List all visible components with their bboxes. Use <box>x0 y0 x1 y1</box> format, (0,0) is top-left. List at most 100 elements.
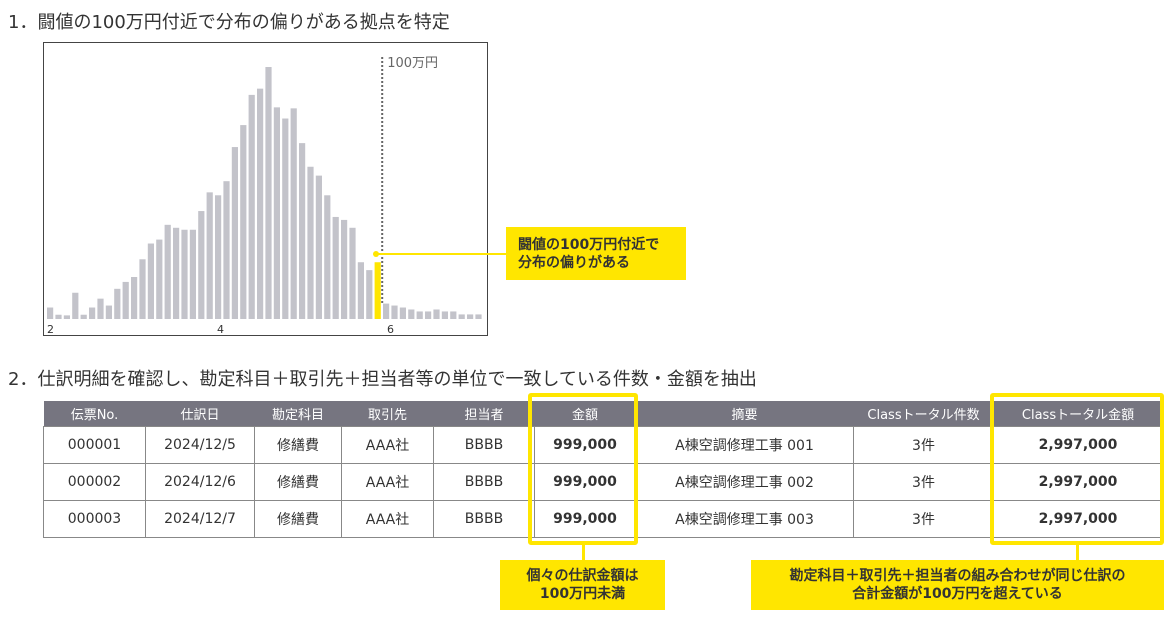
callout-line: 闘値の100万円付近で <box>518 236 660 253</box>
total-callout: 勘定科目＋取引先＋担当者の組み合わせが同じ仕訳の 合計金額が100万円を超えてい… <box>751 560 1164 610</box>
histogram-svg: 100万円 2 4 6 <box>47 56 482 336</box>
histogram-bar <box>131 277 138 319</box>
col-header: Classトータル金額 <box>993 401 1163 427</box>
callout-line: 個々の仕訳金額は <box>526 568 639 584</box>
histogram-bar <box>206 192 213 319</box>
histogram-chart: 100万円 2 4 6 <box>43 42 488 336</box>
amount-callout: 個々の仕訳金額は 100万円未満 <box>500 560 665 610</box>
threshold-label: 100万円 <box>387 56 438 71</box>
col-header: 伝票No. <box>43 401 146 427</box>
histogram-bar <box>215 195 222 319</box>
table-cell: 修繕費 <box>254 426 342 464</box>
amount-connector <box>582 545 585 560</box>
x-tick-label: 6 <box>387 323 394 336</box>
histogram-bar <box>105 305 112 319</box>
table-row: 000001 2024/12/5 修繕費 AAA社 BBBB 999,000 A棟空調修理工… <box>43 426 1163 464</box>
histogram-bar <box>114 288 121 319</box>
col-header: 担当者 <box>433 401 535 427</box>
histogram-bar <box>273 107 280 319</box>
histogram-bar <box>189 229 196 319</box>
table-cell: 修繕費 <box>254 500 342 538</box>
histogram-bar <box>248 94 255 319</box>
histogram-bar <box>290 108 297 319</box>
table-cell: 999,000 <box>534 426 636 464</box>
histogram-bar <box>441 311 448 319</box>
table-cell: BBBB <box>433 426 535 464</box>
histogram-bar <box>282 118 289 319</box>
histogram-bar <box>433 309 440 319</box>
histogram-bar <box>63 315 70 319</box>
table-cell: 2024/12/6 <box>145 463 255 501</box>
histogram-bar <box>458 314 465 319</box>
chart-callout: 闘値の100万円付近で 分布の偏りがある <box>506 227 686 280</box>
histogram-bar <box>265 67 272 319</box>
col-header: 勘定科目 <box>254 401 342 427</box>
table-cell: 2,997,000 <box>993 500 1163 538</box>
table-cell: AAA社 <box>341 500 434 538</box>
histogram-bar <box>223 181 230 319</box>
col-header: 仕訳日 <box>145 401 255 427</box>
table-cell: 修繕費 <box>254 463 342 501</box>
histogram-bar <box>139 259 146 319</box>
heading-step-2: 2．仕訳明細を確認し、勘定科目＋取引先＋担当者等の単位で一致している件数・金額を… <box>8 369 757 390</box>
table-cell: 2,997,000 <box>993 426 1163 464</box>
histogram-bar <box>147 243 154 319</box>
histogram-bar <box>416 311 423 319</box>
table-cell: 000002 <box>43 463 146 501</box>
histogram-bar <box>315 175 322 319</box>
x-tick-label: 4 <box>217 323 224 336</box>
histogram-bar <box>307 166 314 319</box>
callout-line: 100万円未満 <box>539 586 626 602</box>
table-cell: 3件 <box>853 500 994 538</box>
table-cell: BBBB <box>433 463 535 501</box>
table-cell: A棟空調修理工事 003 <box>635 500 854 538</box>
histogram-bar <box>181 229 188 319</box>
table-cell: AAA社 <box>341 463 434 501</box>
table-cell: A棟空調修理工事 002 <box>635 463 854 501</box>
histogram-bar <box>55 314 62 319</box>
histogram-bar <box>72 292 79 319</box>
table-cell: A棟空調修理工事 001 <box>635 426 854 464</box>
histogram-bar <box>231 147 238 319</box>
total-connector <box>1076 545 1079 560</box>
histogram-bar <box>156 239 163 319</box>
histogram-bar <box>341 219 348 319</box>
table-cell: AAA社 <box>341 426 434 464</box>
histogram-bar <box>164 224 171 319</box>
callout-line: 分布の偏りがある <box>518 254 630 271</box>
histogram-bar <box>324 195 331 319</box>
heading-step-1: 1．闘値の100万円付近で分布の偏りがある拠点を特定 <box>8 12 450 33</box>
histogram-bar <box>408 309 415 319</box>
col-header: Classトータル件数 <box>853 401 994 427</box>
callout-line: 合計金額が100万円を超えている <box>852 586 1063 602</box>
amount-highlight-box <box>528 393 638 545</box>
table-cell: 2024/12/5 <box>145 426 255 464</box>
table-cell: 2,997,000 <box>993 463 1163 501</box>
histogram-bar <box>383 303 390 319</box>
histogram-bar <box>122 281 129 319</box>
histogram-bar <box>475 314 482 319</box>
histogram-bar <box>366 270 373 319</box>
table-row: 000003 2024/12/7 修繕費 AAA社 BBBB 999,000 A棟空調修理工… <box>43 500 1163 538</box>
histogram-bar <box>89 307 96 319</box>
histogram-bar <box>80 314 87 319</box>
col-header: 取引先 <box>341 401 434 427</box>
table-cell: 3件 <box>853 426 994 464</box>
table-cell: 2024/12/7 <box>145 500 255 538</box>
x-tick-label: 2 <box>47 323 54 336</box>
histogram-bar <box>173 227 180 319</box>
table-cell: 000003 <box>43 500 146 538</box>
table-row: 000002 2024/12/6 修繕費 AAA社 BBBB 999,000 A棟空調修理工… <box>43 463 1163 501</box>
histogram-bar <box>391 305 398 319</box>
histogram-bar <box>257 88 264 319</box>
histogram-bar <box>399 307 406 319</box>
histogram-bar <box>450 311 457 319</box>
table-cell: 000001 <box>43 426 146 464</box>
histogram-bar <box>97 298 104 319</box>
histogram-bar <box>240 125 247 319</box>
callout-line: 勘定科目＋取引先＋担当者の組み合わせが同じ仕訳の <box>789 568 1126 584</box>
col-header: 摘要 <box>635 401 854 427</box>
table-header-row: 伝票No. 仕訳日 勘定科目 取引先 担当者 金額 摘要 Classトータル件数… <box>43 401 1163 427</box>
histogram-bar <box>467 314 474 319</box>
histogram-bar <box>299 143 306 319</box>
